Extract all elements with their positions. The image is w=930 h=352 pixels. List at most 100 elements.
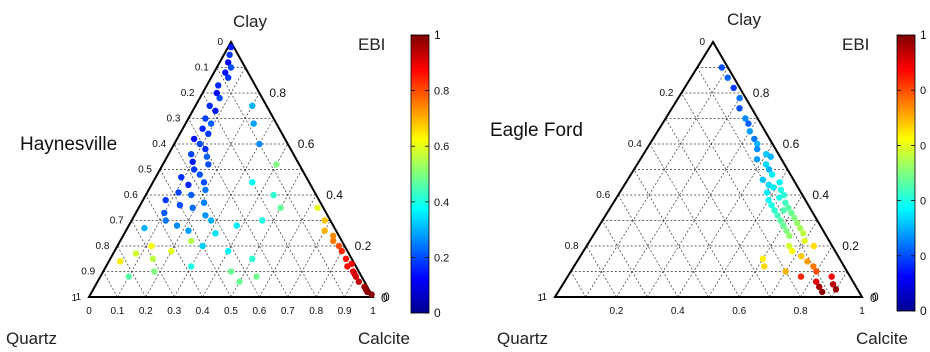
data-point	[742, 115, 749, 122]
right-tick-label: 0.6	[783, 137, 800, 151]
data-point	[256, 140, 263, 148]
data-point	[259, 217, 266, 224]
bottom-tick-label: 0.7	[281, 306, 295, 317]
right-tick-label: 0.2	[355, 239, 372, 253]
data-point	[168, 247, 175, 255]
data-point	[777, 186, 785, 194]
data-point	[205, 130, 212, 137]
data-point	[173, 222, 181, 229]
colorbar-ticks: 0 0 0 0 0 1	[897, 28, 927, 318]
data-point	[785, 204, 792, 211]
data-point	[185, 181, 192, 188]
left-tick-label: 0.4	[152, 139, 166, 150]
data-point	[188, 263, 195, 270]
bottom-tick-label: 1	[370, 306, 376, 317]
grid-line	[585, 67, 729, 298]
left-tick-label: 0.5	[138, 165, 152, 176]
grid-line	[586, 245, 617, 298]
grid-line	[646, 118, 758, 298]
left-tick-label: 0.6	[124, 190, 138, 201]
data-point	[212, 230, 219, 237]
data-point	[330, 232, 337, 239]
left-tick-label: 0.9	[81, 267, 95, 278]
grid-line	[145, 194, 203, 298]
grid-line	[315, 245, 345, 298]
data-point	[330, 237, 337, 245]
bottom-tick-label: 0.5	[224, 306, 238, 317]
colorbar-tick-label: 0	[920, 251, 926, 263]
data-point	[215, 82, 222, 89]
data-point	[753, 156, 761, 163]
left-tick-label: 0.3	[166, 114, 180, 125]
right-tick-label: 0	[383, 290, 390, 304]
data-point	[355, 278, 362, 285]
vertex-tick-label: 1	[71, 293, 77, 304]
bottom-tick-label: 0.2	[609, 306, 623, 317]
data-point	[226, 51, 233, 58]
data-point	[768, 202, 775, 209]
data-point	[207, 120, 215, 127]
grid-line	[216, 67, 345, 298]
data-point	[344, 263, 351, 270]
data-point	[227, 268, 235, 275]
data-point	[176, 202, 184, 209]
grid-line	[831, 271, 848, 298]
data-point	[199, 242, 206, 250]
data-point	[196, 171, 203, 178]
data-point	[780, 191, 788, 199]
data-point	[199, 125, 206, 132]
left-tick-label: 0.7	[110, 216, 124, 227]
right-tick-label: 0.8	[269, 86, 286, 100]
grid-line	[633, 169, 709, 298]
data-point	[202, 145, 209, 153]
data-point	[813, 278, 820, 285]
data-point	[250, 120, 257, 127]
data-point	[161, 209, 168, 217]
data-point	[141, 224, 148, 232]
left-tick-label: 1	[541, 292, 547, 303]
left-tick-label: 0.1	[195, 63, 209, 74]
data-point	[189, 158, 196, 165]
haynesville-panel: 0 0.1 0.2 0.3 0.4 0.5 0.6 0.7 0.8 0.9 1 0.8 0.6 0.4 0…	[6, 12, 449, 348]
data-point	[736, 94, 743, 102]
grid-line	[117, 245, 147, 298]
colorbar-tick-label: 0	[920, 140, 926, 152]
bottom-tick-label: 0.4	[671, 306, 685, 317]
right-tick-label: 0	[872, 290, 879, 304]
data-point	[196, 140, 203, 148]
right-tick-label: 0.2	[842, 239, 859, 253]
data-point	[828, 273, 835, 280]
data-point	[222, 69, 229, 76]
data-point	[786, 242, 793, 250]
data-point	[368, 291, 375, 298]
vertex-label-bottom-left: Quartz	[6, 329, 57, 348]
colorbar-tick-label: 0.4	[434, 197, 449, 209]
data-point	[767, 153, 774, 160]
data-point	[149, 255, 157, 262]
data-point	[782, 268, 789, 275]
data-point	[270, 191, 277, 199]
data-point	[765, 166, 773, 173]
right-axis-ticks: 0.8 0.6 0.4 0.2 0	[269, 86, 390, 304]
grid-line	[131, 220, 175, 298]
data-point	[829, 281, 837, 288]
ternary-frame	[87, 39, 375, 298]
series-name: Haynesville	[20, 134, 117, 155]
left-tick-label: 0.6	[596, 190, 610, 201]
data-point	[190, 135, 198, 143]
data-point	[730, 84, 737, 92]
right-tick-label: 0.4	[812, 188, 829, 202]
data-point	[786, 232, 793, 239]
right-tick-label: 0.6	[298, 137, 315, 151]
grid-line	[769, 220, 818, 298]
data-point	[227, 64, 235, 71]
data-point	[249, 255, 256, 262]
left-tick-label: 0.8	[95, 241, 109, 252]
data-point	[774, 212, 781, 219]
data-point	[202, 212, 209, 219]
data-point	[314, 204, 321, 211]
right-tick-label: 0.8	[753, 86, 770, 100]
bottom-tick-label: 0.6	[732, 306, 746, 317]
vertex-label-top: Clay	[233, 12, 268, 31]
